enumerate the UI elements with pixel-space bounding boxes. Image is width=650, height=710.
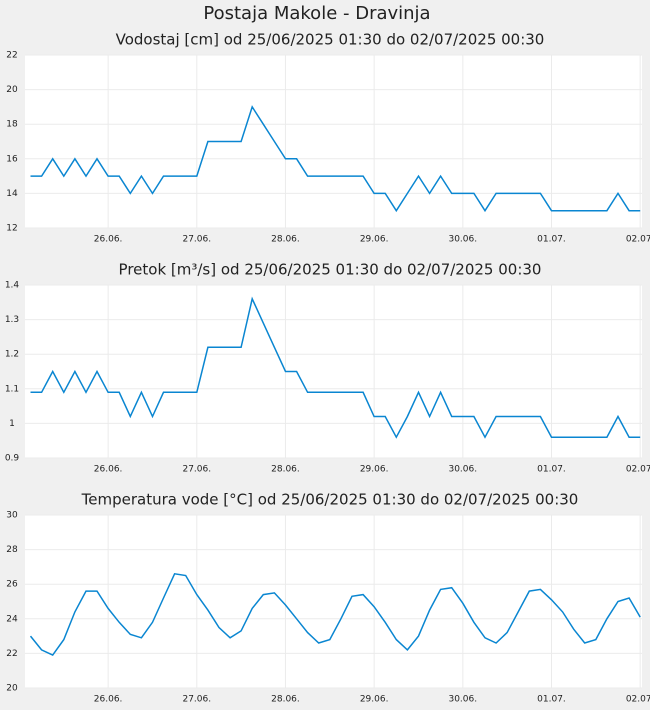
y-tick-label: 22 bbox=[6, 51, 17, 61]
x-tick-label: 28.06. bbox=[271, 695, 300, 705]
chart-title: Vodostaj [cm] od 25/06/2025 01:30 do 02/… bbox=[116, 31, 545, 49]
chart-title: Pretok [m³/s] od 25/06/2025 01:30 do 02/… bbox=[119, 261, 542, 279]
y-tick-label: 28 bbox=[6, 545, 18, 555]
page-title: Postaja Makole - Dravinja bbox=[203, 3, 430, 24]
x-tick-label: 29.06. bbox=[360, 465, 389, 475]
y-tick-label: 1.2 bbox=[5, 350, 19, 360]
x-tick-label: 30.06. bbox=[448, 695, 477, 705]
y-tick-label: 24 bbox=[6, 614, 18, 624]
x-tick-label: 28.06. bbox=[271, 235, 300, 245]
x-tick-label: 30.06. bbox=[448, 235, 477, 245]
x-tick-label: 30.06. bbox=[448, 465, 477, 475]
y-tick-label: 1.3 bbox=[5, 315, 19, 325]
y-tick-label: 20 bbox=[6, 684, 18, 694]
y-tick-label: 12 bbox=[6, 224, 17, 234]
y-tick-label: 14 bbox=[6, 189, 18, 199]
x-tick-label: 27.06. bbox=[182, 695, 211, 705]
x-tick-label: 26.06. bbox=[94, 465, 123, 475]
y-tick-label: 18 bbox=[6, 120, 18, 130]
data-line bbox=[30, 105, 641, 213]
x-tick-label: 02.07. bbox=[626, 695, 650, 705]
y-tick-label: 1 bbox=[9, 419, 15, 429]
y-tick-label: 1.1 bbox=[5, 384, 19, 394]
y-tick-label: 20 bbox=[6, 85, 18, 95]
x-tick-label: 26.06. bbox=[94, 235, 123, 245]
x-tick-label: 26.06. bbox=[94, 695, 123, 705]
x-tick-label: 28.06. bbox=[271, 465, 300, 475]
data-line bbox=[29, 572, 641, 657]
y-tick-label: 26 bbox=[6, 580, 18, 590]
x-tick-label: 29.06. bbox=[360, 235, 389, 245]
plot-area bbox=[25, 55, 642, 228]
x-tick-label: 29.06. bbox=[360, 695, 389, 705]
y-tick-label: 30 bbox=[6, 511, 18, 521]
x-tick-label: 01.07. bbox=[537, 695, 566, 705]
y-tick-label: 1.4 bbox=[5, 281, 20, 291]
y-tick-label: 0.9 bbox=[5, 454, 20, 464]
x-tick-label: 27.06. bbox=[182, 235, 211, 245]
x-tick-label: 01.07. bbox=[537, 235, 566, 245]
x-tick-label: 02.07. bbox=[626, 465, 650, 475]
plot-area bbox=[25, 285, 642, 458]
x-tick-label: 01.07. bbox=[537, 465, 566, 475]
y-tick-label: 16 bbox=[6, 154, 18, 164]
chart-title: Temperatura vode [°C] od 25/06/2025 01:3… bbox=[81, 491, 579, 509]
x-tick-label: 27.06. bbox=[182, 465, 211, 475]
y-tick-label: 22 bbox=[6, 649, 17, 659]
data-line bbox=[30, 296, 641, 439]
plot-area bbox=[25, 515, 642, 688]
x-tick-label: 02.07. bbox=[626, 235, 650, 245]
